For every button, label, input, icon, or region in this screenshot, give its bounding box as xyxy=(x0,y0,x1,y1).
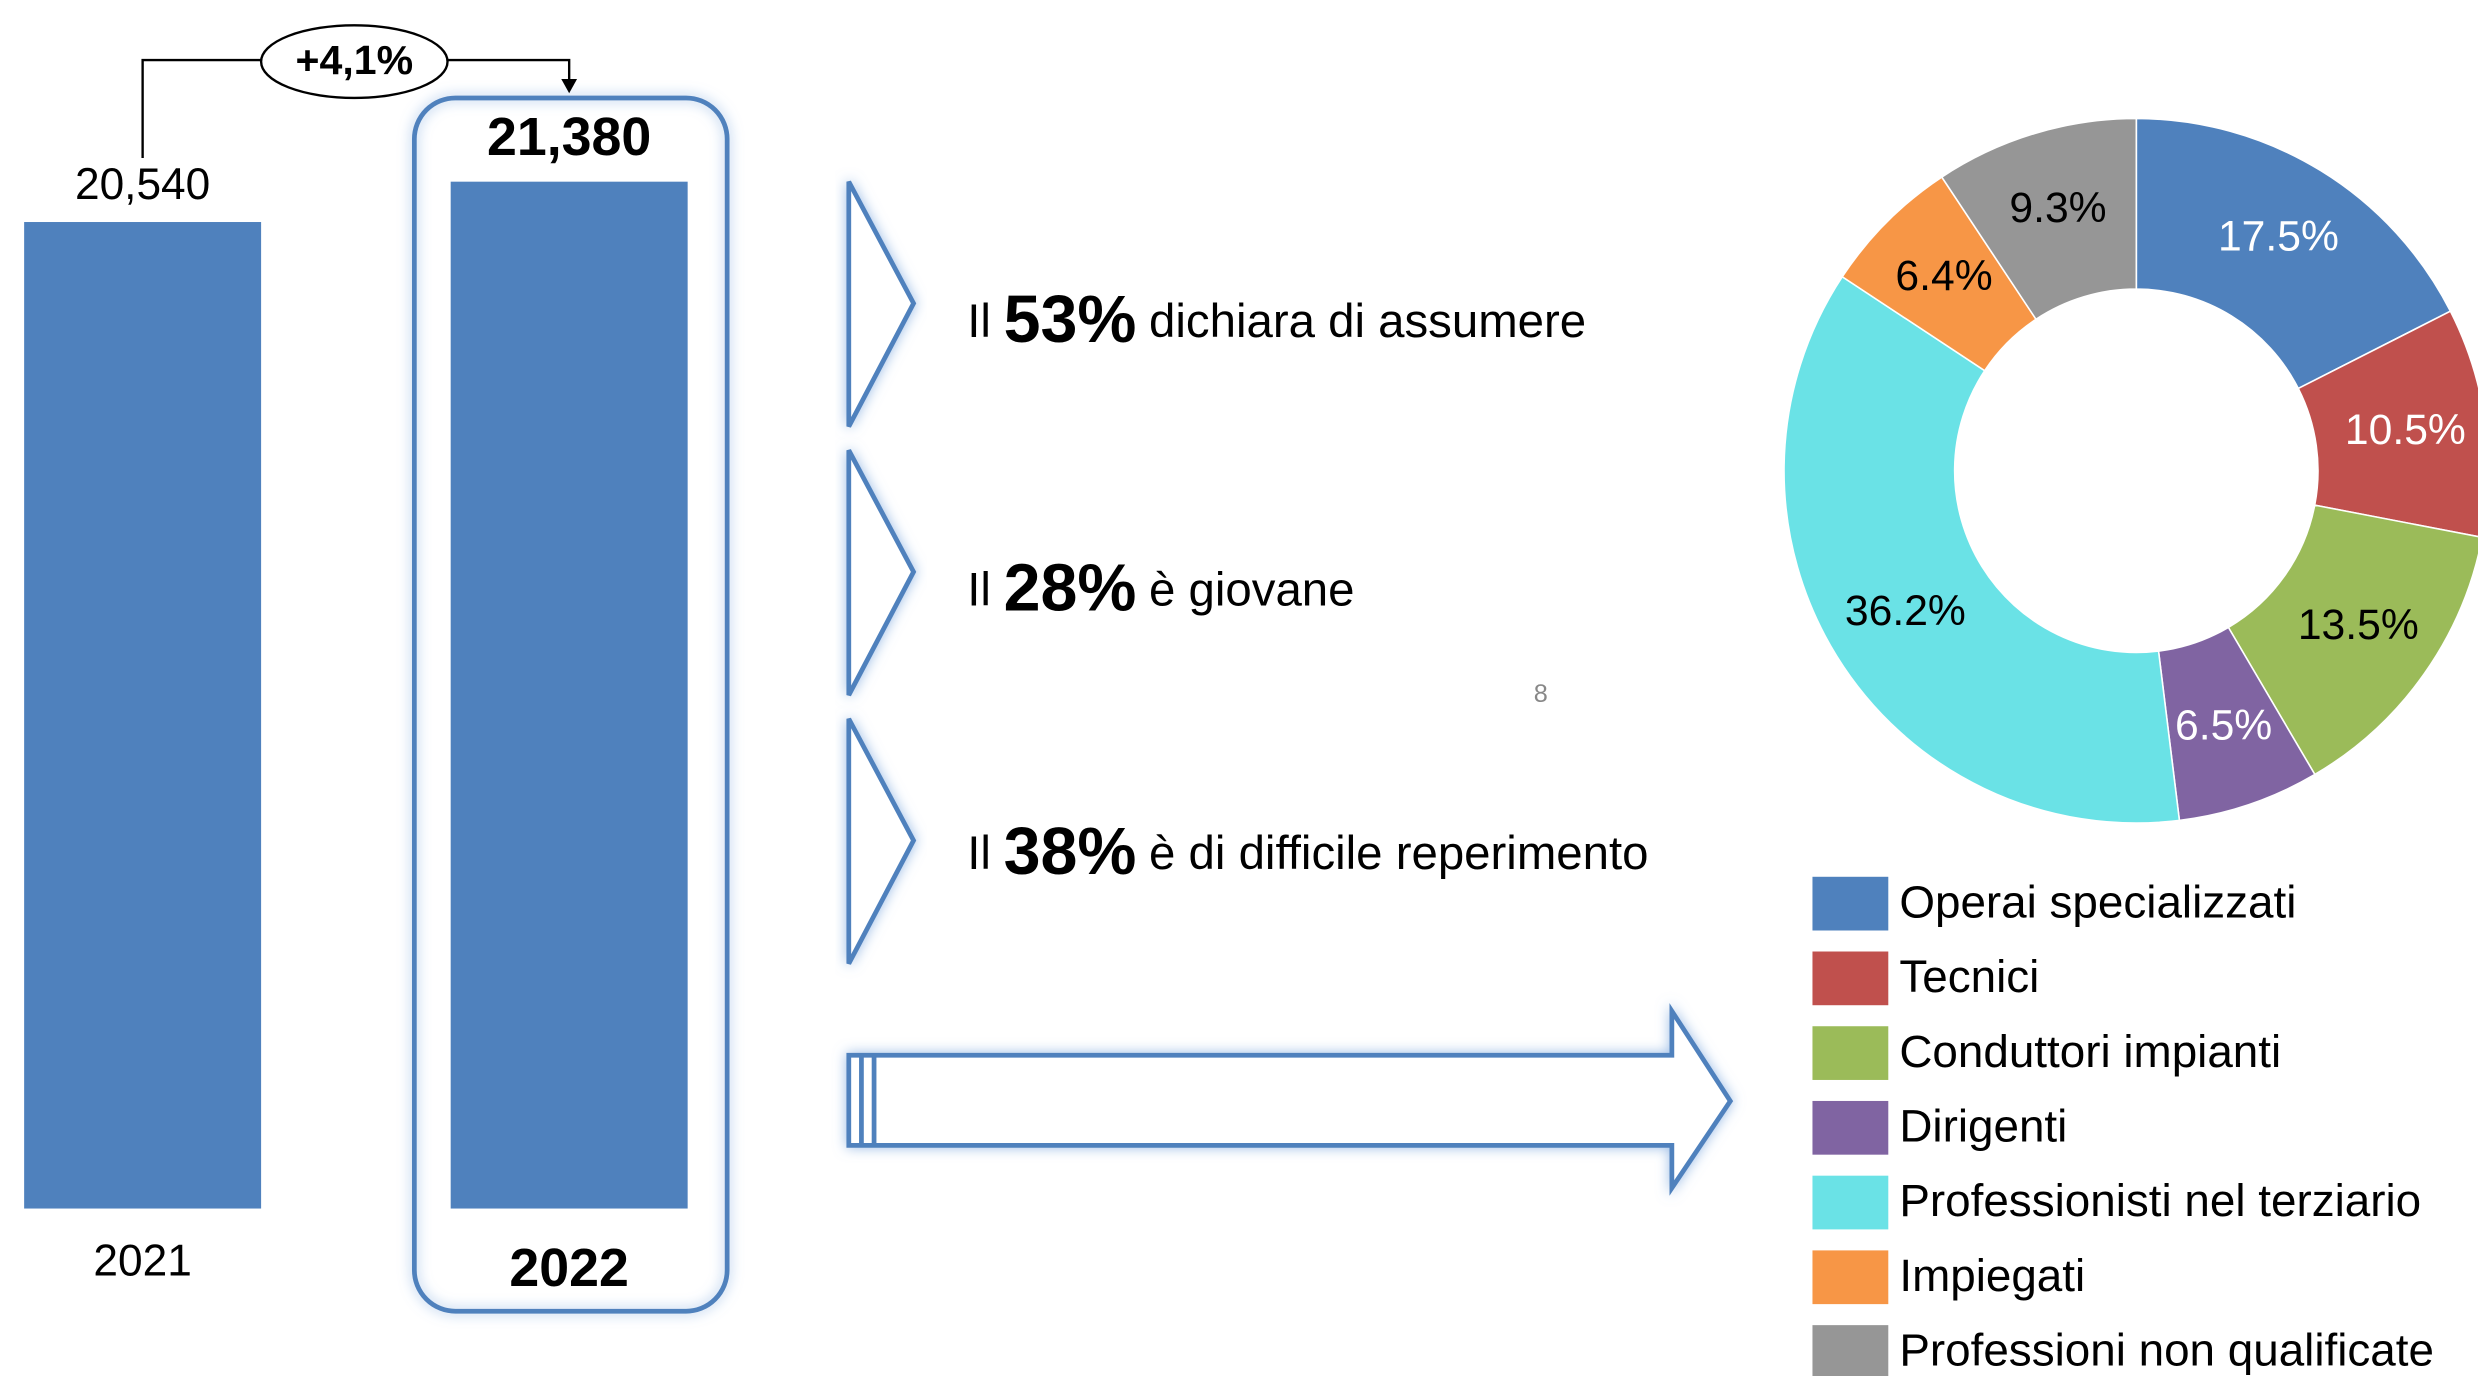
legend-label: Conduttori impianti xyxy=(1899,1026,2281,1077)
x-tick-label: 2021 xyxy=(93,1237,191,1286)
statement-prefix: Il xyxy=(967,563,991,616)
statement-value: 53% xyxy=(1004,282,1137,356)
donut-slice xyxy=(1940,117,2138,321)
slice-label: 9.3% xyxy=(2009,184,2106,232)
slice-label: 36.2% xyxy=(1845,587,1966,635)
legend-swatch xyxy=(1812,876,1889,931)
big-arrow xyxy=(846,1003,1734,1196)
slice-label: 17.5% xyxy=(2218,212,2339,260)
statement: Il 53% dichiara di assumere xyxy=(967,282,1586,356)
legend-swatch xyxy=(1812,951,1889,1006)
donut-slice xyxy=(1783,275,2181,824)
slice-label: 6.5% xyxy=(2175,701,2272,749)
legend-label: Professionisti nel terziario xyxy=(1899,1175,2421,1226)
statement-prefix: Il xyxy=(967,294,991,347)
chevron xyxy=(846,449,917,697)
statement-prefix: Il xyxy=(967,827,991,880)
legend-label: Impiegati xyxy=(1899,1250,2085,1301)
legend-label: Tecnici xyxy=(1899,951,2039,1002)
statement: Il 38% è di difficile reperimento xyxy=(967,815,1648,889)
slice-label: 10.5% xyxy=(2345,406,2466,454)
chevron xyxy=(846,717,917,965)
statement-text: è giovane xyxy=(1149,563,1354,616)
chevron xyxy=(846,180,917,428)
legend-swatch xyxy=(1812,1100,1889,1155)
bar xyxy=(24,222,262,1209)
legend-label: Professioni non qualificate xyxy=(1899,1325,2434,1376)
donut-slice xyxy=(2297,310,2478,538)
statement-text: è di difficile reperimento xyxy=(1149,827,1648,880)
statement: Il 28% è giovane xyxy=(967,551,1354,625)
change-label: +4,1% xyxy=(296,37,414,83)
page-number: 8 xyxy=(1534,680,1548,708)
arrow-stripes xyxy=(859,1055,877,1146)
statement-value: 28% xyxy=(1004,551,1137,625)
legend-label: Dirigenti xyxy=(1899,1100,2067,1151)
legend-swatch xyxy=(1812,1175,1889,1230)
slice-label: 13.5% xyxy=(2298,601,2419,649)
change-oval xyxy=(259,24,449,100)
statement-value: 38% xyxy=(1004,815,1137,889)
highlight-frame xyxy=(411,95,730,1314)
donut-slice xyxy=(2227,504,2478,776)
donut-slice xyxy=(2135,117,2452,390)
legend-swatch xyxy=(1812,1250,1889,1305)
change-arrowhead xyxy=(561,78,578,94)
legend-swatch xyxy=(1812,1026,1889,1080)
bar-value-label: 21,380 xyxy=(487,107,651,167)
bar xyxy=(450,181,688,1209)
x-tick-label: 2022 xyxy=(509,1238,628,1298)
bar-value-label: 20,540 xyxy=(75,160,210,209)
legend-label: Operai specializzati xyxy=(1899,876,2296,927)
statement-text: dichiara di assumere xyxy=(1149,294,1586,347)
change-connector xyxy=(141,58,571,158)
slice-label: 6.4% xyxy=(1895,252,1992,300)
legend-swatch xyxy=(1812,1325,1889,1376)
